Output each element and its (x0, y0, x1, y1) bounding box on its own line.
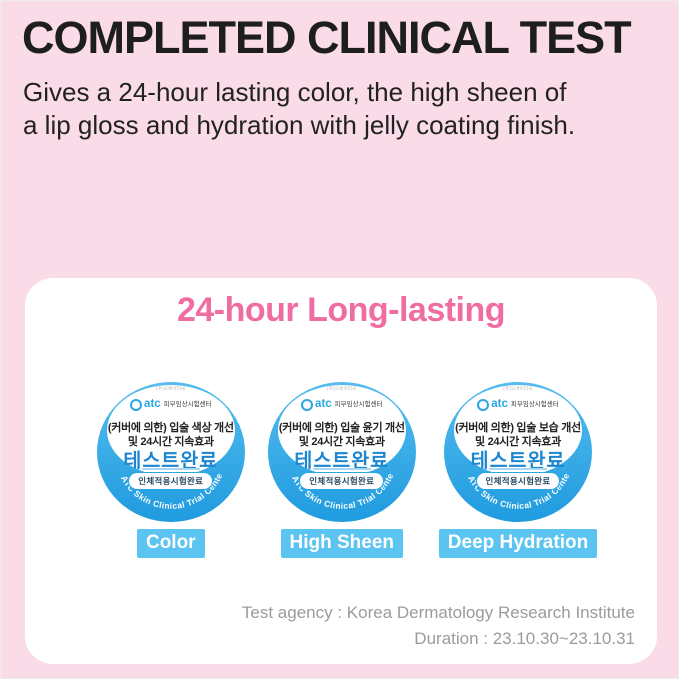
seal-underline (141, 468, 200, 470)
seal-company-text: (주)오에이티씨 (156, 386, 186, 391)
seal-company-text: (주)오에이티씨 (327, 386, 357, 391)
subtitle-line-2: a lip gloss and hydration with jelly coa… (23, 110, 576, 140)
seal-certification-pill: 인체적용시험완료 (128, 472, 214, 490)
test-seal-column-high-sheen: OATC Skin Clinical Trial Center (주)오에이티씨… (267, 382, 416, 558)
atc-logo: atc 피부임상시험센터 (444, 399, 592, 411)
test-seal-column-color: OATC Skin Clinical Trial Center (주)오에이티씨… (96, 382, 245, 558)
atc-logo-icon (130, 399, 143, 411)
test-seal-column-deep-hydration: OATC Skin Clinical Trial Center (주)오에이티씨… (438, 382, 598, 558)
seal-result-text: 테스트완료 (470, 450, 566, 472)
subtitle-line-1: Gives a 24-hour lasting color, the high … (23, 77, 567, 107)
seal-underline (312, 468, 371, 470)
seal-pill-wrap: 인체적용시험완료 (97, 471, 245, 490)
seal-test-line-1: (커버에 의한) 입술 보습 개선 (455, 422, 581, 434)
seal-row: OATC Skin Clinical Trial Center (주)오에이티씨… (25, 382, 657, 558)
page-title: COMPLETED CLINICAL TEST (22, 12, 632, 63)
card-heading: 24-hour Long-lasting (176, 291, 506, 329)
atc-logo-suffix: 피부임상시험센터 (510, 400, 559, 408)
atc-logo-text: atc (144, 398, 161, 411)
seal-company-text: (주)오에이티씨 (503, 386, 533, 391)
atc-logo-suffix: 피부임상시험센터 (163, 400, 212, 408)
seal-label-deep-hydration: Deep Hydration (438, 529, 598, 558)
seal-pill-wrap: 인체적용시험완료 (444, 471, 592, 490)
clinical-test-seal: OATC Skin Clinical Trial Center (주)오에이티씨… (443, 382, 592, 522)
atc-logo-text: atc (315, 398, 332, 411)
test-info-footer: Test agency : Korea Dermatology Research… (242, 600, 635, 652)
atc-logo-suffix: 피부임상시험센터 (334, 400, 383, 408)
seal-certification-pill: 인체적용시험완료 (299, 472, 385, 490)
seal-underline (488, 468, 547, 470)
test-duration-text: Duration : 23.10.30~23.10.31 (414, 629, 635, 648)
seal-test-line-2: 및 24시간 지속효과 (475, 436, 561, 448)
seal-label-color: Color (136, 529, 205, 558)
atc-logo-icon (477, 399, 490, 411)
seal-test-line-2: 및 24시간 지속효과 (298, 436, 385, 448)
test-agency-text: Test agency : Korea Dermatology Research… (241, 603, 635, 622)
seal-result-text: 테스트완료 (123, 450, 219, 472)
seal-test-line-1: (커버에 의한) 입술 색상 개선 (107, 422, 234, 434)
atc-logo: atc 피부임상시험센터 (268, 399, 416, 411)
clinical-test-seal: OATC Skin Clinical Trial Center (주)오에이티씨… (96, 382, 245, 522)
atc-logo-text: atc (491, 398, 508, 411)
seal-label-high-sheen: High Sheen (280, 529, 404, 558)
clinical-test-seal: OATC Skin Clinical Trial Center (주)오에이티씨… (267, 382, 416, 522)
seal-test-line-2: 및 24시간 지속효과 (127, 436, 214, 448)
atc-logo: atc 피부임상시험센터 (97, 399, 245, 411)
atc-logo-icon (301, 399, 314, 411)
clinical-test-card: 24-hour Long-lasting OATC Skin Clin (25, 278, 657, 664)
seal-result-text: 테스트완료 (294, 450, 390, 472)
seal-test-line-1: (커버에 의한) 입술 윤기 개선 (278, 422, 405, 434)
seal-pill-wrap: 인체적용시험완료 (268, 471, 416, 490)
seal-certification-pill: 인체적용시험완료 (475, 472, 561, 490)
page-subtitle: Gives a 24-hour lasting color, the high … (23, 76, 575, 142)
